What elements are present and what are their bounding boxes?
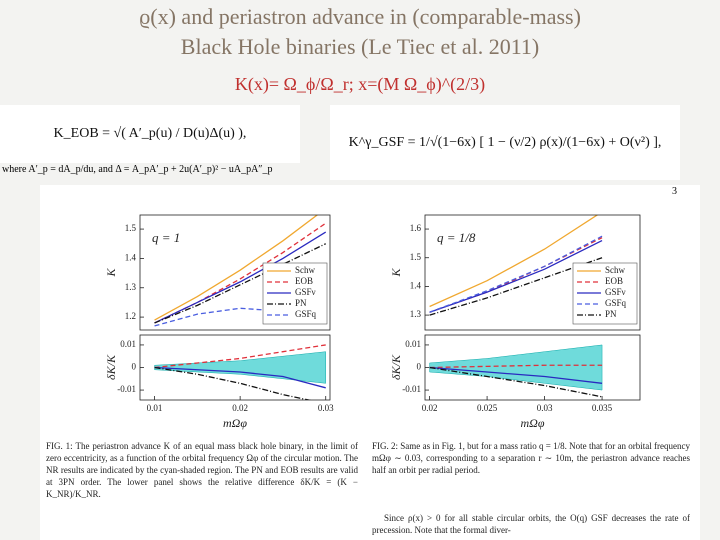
- caption: FIG. 2: Same as in Fig. 1, but for a mas…: [372, 441, 690, 475]
- y-tick-label: 1.5: [125, 223, 137, 233]
- y-tick-label: 0: [132, 362, 137, 372]
- legend-label: EOB: [295, 276, 313, 286]
- page-number: 3: [672, 186, 677, 197]
- y-tick-label: 1.4: [125, 252, 137, 262]
- series-line: [154, 215, 319, 321]
- x-tick-label: 0.02: [422, 403, 438, 413]
- title-line: ϱ(x) and periastron advance in (comparab…: [139, 4, 581, 29]
- y-tick-label: 1.5: [410, 252, 422, 262]
- y-tick-label: 1.3: [410, 309, 422, 319]
- formula: K_EOB = √( A′_p(u) / D(u)Δ(u) ),: [0, 105, 300, 163]
- y-tick-label: 1.4: [410, 280, 422, 290]
- x-tick-label: 0.03: [318, 403, 334, 413]
- y-tick-label: -0.01: [402, 384, 421, 394]
- subtitle: K(x)= Ω_ϕ/Ω_r; x=(M Ω_ϕ)^(2/3): [234, 74, 486, 94]
- series-line: [154, 344, 326, 369]
- series-line: [429, 364, 603, 369]
- caption: FIG. 1: The periastron advance K of an e…: [46, 441, 358, 499]
- body-text: Since ρ(x) > 0 for all stable circular o…: [372, 513, 690, 535]
- x-axis-label: mΩφ: [521, 416, 545, 430]
- y-axis-label: δK/K: [389, 354, 403, 380]
- plot: [154, 344, 326, 400]
- series-line: [429, 366, 603, 398]
- plot: [429, 344, 603, 398]
- legend-label: GSFq: [295, 309, 317, 319]
- series-line: [429, 366, 603, 384]
- y-tick-label: 0.01: [405, 339, 421, 349]
- series-line: [429, 235, 603, 313]
- y-axis-label: K: [389, 268, 403, 278]
- series-line: [429, 215, 599, 308]
- y-axis-label: K: [104, 268, 118, 278]
- legend-label: Schw: [605, 265, 626, 275]
- legend-label: Schw: [295, 265, 316, 275]
- formula-note: where A′_p = dA_p/du, and Δ = A_pA′_p + …: [2, 164, 273, 175]
- legend-label: GSFν: [605, 287, 626, 297]
- y-tick-label: 1.3: [125, 282, 137, 292]
- y-tick-label: 0.01: [120, 339, 136, 349]
- legend-label: GSFν: [295, 287, 316, 297]
- panel-label: q = 1: [152, 230, 180, 245]
- y-tick-label: 1.2: [125, 311, 136, 321]
- formula: K^γ_GSF = 1/√(1−6x) [ 1 − (ν/2) ρ(x)/(1−…: [330, 105, 680, 180]
- y-tick-label: -0.01: [117, 384, 136, 394]
- legend-label: GSFq: [605, 298, 627, 308]
- plot-frame: [139, 214, 331, 331]
- series-line: [429, 239, 603, 313]
- legend-label: EOB: [605, 276, 623, 286]
- x-tick-label: 0.025: [477, 403, 498, 413]
- series-line: [154, 366, 326, 389]
- title-line: Black Hole binaries (Le Tiec et al. 2011…: [180, 34, 540, 59]
- y-tick-label: 1.6: [410, 223, 422, 233]
- y-tick-label: 0: [417, 362, 422, 372]
- x-tick-label: 0.035: [592, 403, 613, 413]
- nr-band: [154, 351, 326, 384]
- series-line: [154, 222, 327, 324]
- series-line: [154, 243, 327, 324]
- x-tick-label: 0.02: [232, 403, 248, 413]
- y-axis-label: δK/K: [104, 354, 118, 380]
- plot-frame: [424, 214, 641, 331]
- x-tick-label: 0.01: [147, 403, 163, 413]
- panel-label: q = 1/8: [437, 230, 476, 245]
- legend-label: PN: [295, 298, 307, 308]
- legend-label: PN: [605, 309, 617, 319]
- x-tick-label: 0.03: [537, 403, 553, 413]
- series-line: [154, 366, 312, 400]
- series-line: [154, 231, 327, 324]
- x-axis-label: mΩφ: [223, 416, 247, 430]
